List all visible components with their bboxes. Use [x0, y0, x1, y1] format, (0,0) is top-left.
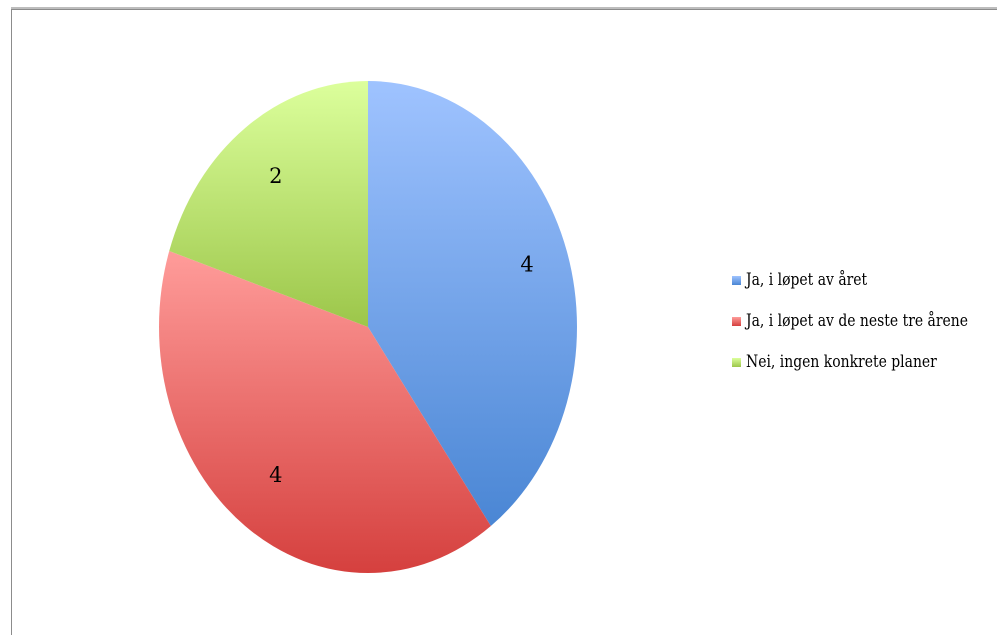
pie-slices — [159, 80, 577, 573]
legend-item-3: Nei, ingen konkrete planer — [732, 351, 1000, 373]
legend-item-1: Ja, i løpet av året — [732, 269, 1000, 291]
data-label-2: 4 — [269, 463, 282, 487]
legend: Ja, i løpet av året Ja, i løpet av de nes… — [732, 269, 1000, 392]
legend-label: Ja, i løpet av året — [746, 270, 868, 290]
data-label-1: 4 — [520, 253, 533, 277]
chart-frame-top-edge — [11, 7, 997, 10]
pie-slice-2 — [159, 250, 491, 573]
legend-label: Ja, i løpet av de neste tre årene — [746, 311, 969, 331]
pie-slice-1 — [368, 81, 577, 527]
data-label-3: 2 — [269, 164, 282, 188]
legend-swatch — [732, 275, 741, 285]
legend-label: Nei, ingen konkrete planer — [746, 352, 937, 372]
legend-item-2: Ja, i løpet av de neste tre årene — [732, 310, 1000, 332]
legend-swatch — [732, 316, 741, 326]
legend-swatch — [732, 357, 741, 367]
pie-data-labels: 4 4 2 — [269, 164, 534, 487]
pie-slice-3 — [169, 80, 368, 327]
